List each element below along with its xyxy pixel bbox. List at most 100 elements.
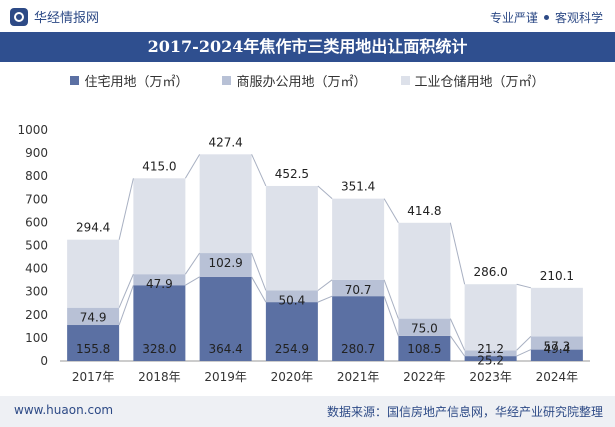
connector-line [449, 222, 466, 285]
connector-line [317, 185, 333, 200]
legend-swatch-commercial [222, 75, 232, 85]
data-label-residential: 254.9 [275, 342, 309, 356]
bar-segment-industrial [464, 284, 517, 351]
connector-line [317, 279, 333, 291]
y-tick-label: 900 [25, 146, 48, 160]
bar-segment-commercial [199, 253, 252, 277]
connector-line [449, 318, 466, 351]
y-tick-label: 1000 [17, 123, 48, 137]
bar-segment-residential [530, 349, 583, 361]
logo-icon [10, 7, 28, 26]
bar-segment-industrial [530, 287, 583, 337]
slogan: 专业严谨 客观科学 [490, 9, 603, 26]
bar-segment-commercial [265, 290, 318, 303]
connector-line [184, 252, 201, 275]
data-label-commercial: 25.2 [477, 353, 504, 367]
data-label-residential: 108.5 [407, 342, 441, 356]
site-link[interactable]: www.huaon.com [14, 403, 114, 417]
dot-icon [543, 15, 549, 20]
bar-segment-industrial [67, 239, 120, 308]
connector-line [251, 154, 267, 187]
bar-segment-residential [67, 325, 120, 361]
bar-segment-commercial [133, 274, 186, 286]
x-tick-label: 2018年 [138, 370, 181, 384]
y-tick-label: 0 [40, 354, 48, 368]
data-label-commercial: 47.9 [146, 277, 173, 291]
data-label-residential: 49.4 [544, 342, 571, 356]
legend-item-industrial: 工业仓储用地（万㎡） [400, 68, 545, 92]
bar-segment-residential [464, 356, 517, 361]
y-tick-label: 500 [25, 239, 48, 253]
bar-segment-commercial [398, 318, 451, 336]
connector-line [185, 276, 200, 286]
data-label-commercial: 75.0 [411, 322, 438, 336]
data-label-commercial: 70.7 [345, 283, 372, 297]
bar-segment-industrial [133, 178, 186, 275]
footer: www.huaon.com 数据来源：国信房地产信息网，华经产业研究院整理 [0, 396, 615, 427]
data-label-industrial: 286.0 [473, 265, 507, 279]
connector-line [118, 178, 134, 240]
bar-segment-residential [398, 335, 451, 361]
data-label-industrial: 415.0 [142, 159, 176, 173]
brand-name: 华经情报网 [34, 11, 100, 26]
connector-line [516, 335, 532, 351]
legend-swatch-industrial [400, 75, 410, 85]
y-tick-label: 700 [25, 192, 48, 206]
top-bar: 华经情报网 专业严谨 客观科学 [0, 0, 615, 32]
y-tick-label: 800 [25, 169, 48, 183]
data-label-residential: 21.2 [477, 342, 504, 356]
x-tick-label: 2022年 [403, 370, 446, 384]
connector-line [118, 285, 134, 326]
data-label-residential: 280.7 [341, 342, 375, 356]
bar-segment-industrial [332, 198, 385, 280]
bar-segment-residential [332, 296, 385, 361]
connector-line [449, 335, 466, 357]
connector-line [251, 276, 267, 303]
data-label-industrial: 351.4 [341, 180, 375, 194]
stacked-bar-chart: 0 100 200 300 400 500 600 700 800 900 1000 2017年 201… [17, 123, 590, 384]
bar-segment-industrial [398, 222, 451, 319]
source-note: 数据来源：国信房地产信息网，华经产业研究院整理 [326, 405, 603, 419]
legend-label-commercial: 商服办公用地（万㎡） [236, 74, 367, 90]
connector-line [383, 279, 399, 319]
legend-item-commercial: 商服办公用地（万㎡） [222, 68, 367, 92]
legend: 住宅用地（万㎡） 商服办公用地（万㎡） 工业仓储用地（万㎡） [0, 68, 615, 92]
data-label-residential: 155.8 [76, 342, 110, 356]
x-tick-label: 2024年 [536, 370, 579, 384]
x-tick-label: 2017年 [72, 370, 115, 384]
connector-line [383, 198, 399, 224]
data-label-commercial: 57.3 [544, 339, 571, 353]
connector-line [118, 273, 134, 308]
bar-segment-commercial [530, 336, 583, 350]
data-label-industrial: 414.8 [407, 204, 441, 218]
chart-title: 2017-2024年焦作市三类用地出让面积统计 [0, 32, 615, 62]
x-tick-label: 2019年 [204, 370, 247, 384]
legend-label-industrial: 工业仓储用地（万㎡） [414, 74, 545, 90]
bar-segment-commercial [464, 350, 517, 357]
data-label-commercial: 74.9 [80, 311, 107, 325]
connector-line [516, 349, 532, 357]
data-label-industrial: 452.5 [275, 167, 309, 181]
bar-segment-industrial [265, 185, 318, 291]
bar-segment-residential [265, 302, 318, 361]
bar-segment-commercial [67, 307, 120, 326]
data-label-industrial: 210.1 [540, 269, 574, 283]
y-tick-label: 300 [25, 285, 48, 299]
y-tick-label: 600 [25, 215, 48, 229]
data-label-residential: 328.0 [142, 342, 176, 356]
connector-line [184, 154, 201, 179]
data-label-commercial: 102.9 [208, 256, 242, 270]
bar-segment-residential [133, 285, 186, 361]
connector-line [383, 295, 399, 337]
x-tick-label: 2020年 [271, 370, 314, 384]
x-tick-label: 2023年 [469, 370, 512, 384]
legend-label-residential: 住宅用地（万㎡） [84, 74, 189, 90]
legend-swatch-residential [70, 75, 80, 85]
slogan-left: 专业严谨 [489, 11, 538, 25]
bar-segment-industrial [199, 154, 252, 254]
data-label-industrial: 427.4 [208, 135, 242, 149]
data-label-residential: 364.4 [208, 342, 242, 356]
y-tick-label: 400 [25, 262, 48, 276]
brand: 华经情报网 [10, 7, 99, 26]
data-label-industrial: 294.4 [76, 221, 110, 235]
